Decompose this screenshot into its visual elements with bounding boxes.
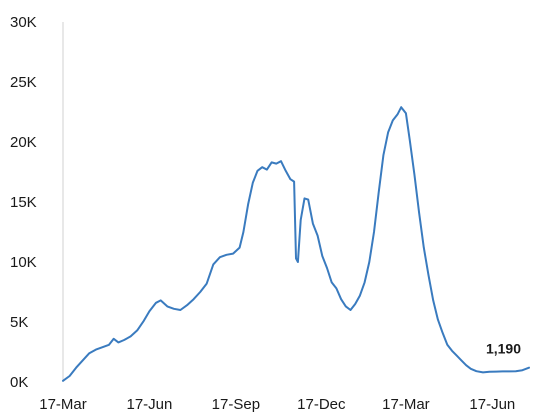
annotation-layer: 1,190	[486, 341, 521, 357]
x-tick-label: 17-Sep	[212, 396, 260, 413]
x-axis: 17-Mar 17-Jun 17-Sep 17-Dec 17-Mar 17-Jun	[39, 396, 515, 413]
y-tick-label: 5K	[10, 314, 28, 331]
x-tick-label: 17-Mar	[382, 396, 430, 413]
series-layer	[62, 106, 530, 382]
end-value-label: 1,190	[486, 341, 521, 357]
x-tick-label: 17-Jun	[469, 396, 515, 413]
x-tick-label: 17-Dec	[297, 396, 346, 413]
y-tick-label: 20K	[10, 134, 37, 151]
x-tick-label: 17-Jun	[126, 396, 172, 413]
y-tick-label: 15K	[10, 194, 37, 211]
x-tick-label: 17-Mar	[39, 396, 87, 413]
y-tick-label: 0K	[10, 374, 28, 391]
series-line	[62, 106, 530, 382]
y-tick-label: 30K	[10, 14, 37, 31]
y-axis: 0K 5K 10K 15K 20K 25K 30K	[10, 14, 64, 391]
y-tick-label: 25K	[10, 74, 37, 91]
y-tick-label: 10K	[10, 254, 37, 271]
